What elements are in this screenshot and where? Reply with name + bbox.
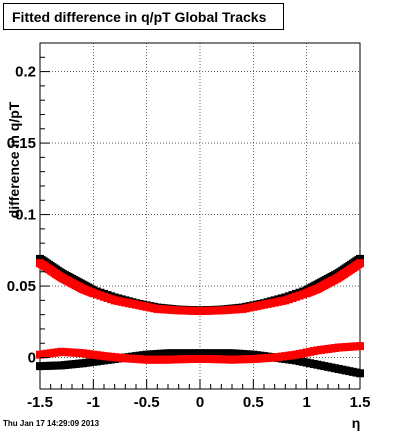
data-point [356,254,364,263]
data-point [356,342,364,351]
axes: -1.5 -1 -0.5 0 0.5 1 1.5 0 0.05 0.1 0.15 0.2 [7,42,371,411]
data-point [356,259,364,268]
y-tick-label: 0.1 [15,207,36,224]
series-3 [36,342,364,364]
y-tick-label: 0.2 [15,64,36,81]
x-tick-label: -1 [87,394,100,411]
x-tick-label: -0.5 [134,394,160,411]
x-tick-label: 1 [302,394,310,411]
chart-title: Fitted difference in q/pT Global Tracks [3,3,284,30]
x-tick-label: 1.5 [350,394,371,411]
x-tick-label: 0 [196,394,204,411]
x-tick-label: -1.5 [27,394,53,411]
series-1 [36,259,364,316]
y-tick-label: 0 [28,350,36,367]
timestamp: Thu Jan 17 14:29:09 2013 [3,419,100,428]
data-point [356,369,364,378]
x-axis-title: η [352,415,361,431]
x-tick-label: 0.5 [243,394,264,411]
y-tick-label: 0.15 [7,135,36,152]
y-axis-title: difference in q/pT [6,101,22,218]
y-tick-label: 0.05 [7,278,36,295]
data-series [36,254,364,378]
